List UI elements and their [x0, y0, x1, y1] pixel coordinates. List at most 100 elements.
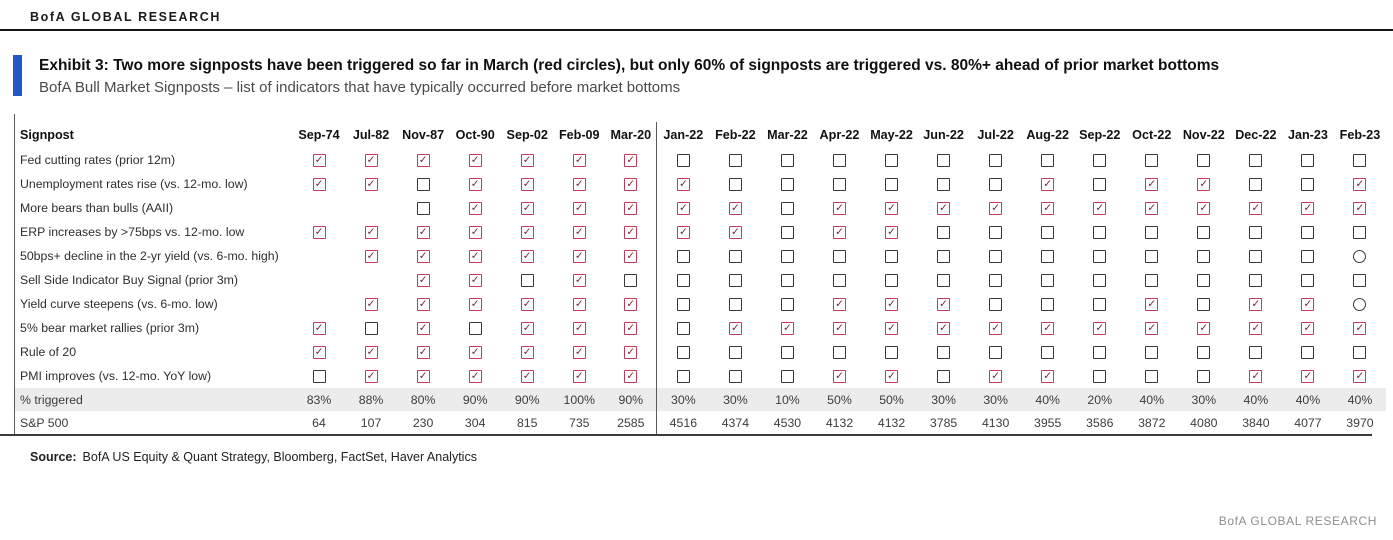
checkbox-unchecked-icon — [1334, 340, 1386, 364]
checkbox-checked-icon: ✓ — [397, 244, 449, 268]
checkbox-checked-icon: ✓ — [1022, 364, 1074, 388]
checkbox-checked-icon: ✓ — [397, 268, 449, 292]
summary-value: 90% — [605, 388, 658, 411]
checkbox-unchecked-icon — [709, 268, 761, 292]
checkbox-unchecked-icon — [709, 292, 761, 316]
checkbox-unchecked-icon — [970, 340, 1022, 364]
checkbox-unchecked-icon — [1282, 244, 1334, 268]
checkbox-checked-icon: ✓ — [605, 196, 658, 220]
checkbox-unchecked-icon — [1230, 172, 1282, 196]
summary-value: 30% — [657, 388, 710, 411]
checkbox-unchecked-icon — [866, 172, 918, 196]
checkbox-checked-icon: ✓ — [293, 172, 345, 196]
signpost-label: Sell Side Indicator Buy Signal (prior 3m… — [20, 273, 239, 287]
checkbox-checked-icon: ✓ — [293, 340, 345, 364]
checkbox-checked-icon: ✓ — [1074, 196, 1126, 220]
checkbox-unchecked-icon — [1022, 292, 1074, 316]
summary-value: 4530 — [773, 415, 802, 430]
checkbox-unchecked-icon — [657, 340, 709, 364]
summary-value: 30% — [709, 388, 762, 411]
summary-value: 735 — [568, 415, 590, 430]
checkbox-checked-icon: ✓ — [449, 148, 501, 172]
summary-value: 50% — [813, 388, 866, 411]
summary-value: 107 — [360, 415, 382, 430]
checkbox-checked-icon: ✓ — [1334, 196, 1386, 220]
signpost-label: PMI improves (vs. 12-mo. YoY low) — [20, 369, 212, 383]
checkbox-unchecked-icon — [1126, 268, 1178, 292]
summary-value: 3970 — [1346, 415, 1374, 430]
checkbox-unchecked-icon — [918, 364, 970, 388]
checkbox-unchecked-icon — [1074, 220, 1126, 244]
checkbox-checked-icon: ✓ — [293, 316, 345, 340]
checkbox-checked-icon: ✓ — [397, 292, 449, 316]
checkbox-checked-icon: ✓ — [501, 220, 553, 244]
checkbox-checked-icon: ✓ — [605, 172, 658, 196]
checkbox-unchecked-icon — [1334, 220, 1386, 244]
checkbox-checked-icon: ✓ — [345, 220, 397, 244]
checkbox-checked-icon: ✓ — [605, 244, 658, 268]
checkbox-unchecked-icon — [1282, 172, 1334, 196]
checkbox-checked-icon: ✓ — [1178, 196, 1230, 220]
checkbox-checked-icon: ✓ — [657, 196, 709, 220]
checkbox-checked-icon: ✓ — [605, 292, 658, 316]
summary-value: 40% — [1333, 388, 1386, 411]
checkbox-checked-icon: ✓ — [813, 364, 865, 388]
summary-value: 4516 — [669, 415, 698, 430]
summary-value: 30% — [1177, 388, 1230, 411]
summary-value: 4132 — [825, 415, 854, 430]
column-header: Dec-22 — [1235, 128, 1277, 142]
checkbox-unchecked-icon — [657, 148, 709, 172]
column-header: Nov-87 — [402, 128, 445, 142]
checkbox-unchecked-icon — [1022, 268, 1074, 292]
checkbox-checked-icon: ✓ — [918, 196, 970, 220]
source-label: Source: — [30, 450, 77, 464]
checkbox-unchecked-icon — [918, 244, 970, 268]
checkbox-checked-icon: ✓ — [449, 220, 501, 244]
column-header: Apr-22 — [819, 128, 860, 142]
checkbox-checked-icon: ✓ — [970, 196, 1022, 220]
column-header: Oct-22 — [1132, 128, 1172, 142]
summary-value: 40% — [1021, 388, 1074, 411]
checkbox-unchecked-icon — [1126, 244, 1178, 268]
empty-cell — [293, 196, 345, 220]
checkbox-unchecked-icon — [970, 268, 1022, 292]
checkbox-unchecked-icon — [1282, 340, 1334, 364]
summary-value: 40% — [1229, 388, 1282, 411]
column-header: Jul-22 — [977, 128, 1014, 142]
checkbox-checked-icon: ✓ — [1282, 364, 1334, 388]
exhibit-title: Exhibit 3: Two more signposts have been … — [39, 57, 1220, 74]
checkbox-checked-icon: ✓ — [1022, 316, 1074, 340]
checkbox-checked-icon: ✓ — [553, 196, 605, 220]
column-header: Jan-23 — [1287, 128, 1328, 142]
checkbox-unchecked-icon — [1334, 268, 1386, 292]
checkbox-checked-icon: ✓ — [1178, 172, 1230, 196]
checkbox-checked-icon: ✓ — [1126, 172, 1178, 196]
signpost-label: Rule of 20 — [20, 345, 77, 359]
checkbox-checked-icon: ✓ — [501, 340, 553, 364]
checkbox-checked-icon: ✓ — [605, 220, 658, 244]
checkbox-checked-icon: ✓ — [397, 340, 449, 364]
summary-value: 30% — [917, 388, 970, 411]
checkbox-unchecked-icon — [1074, 340, 1126, 364]
checkbox-unchecked-icon — [918, 340, 970, 364]
checkbox-checked-icon: ✓ — [866, 196, 918, 220]
checkbox-unchecked-icon — [761, 268, 813, 292]
checkbox-checked-icon: ✓ — [1334, 364, 1386, 388]
checkbox-unchecked-icon — [1022, 340, 1074, 364]
summary-value: 4374 — [721, 415, 750, 430]
summary-value: 20% — [1073, 388, 1126, 411]
column-header: Sep-02 — [506, 128, 548, 142]
signpost-label: 5% bear market rallies (prior 3m) — [20, 321, 200, 335]
checkbox-unchecked-icon — [970, 172, 1022, 196]
summary-value: 40% — [1281, 388, 1334, 411]
checkbox-unchecked-icon — [1178, 220, 1230, 244]
checkbox-checked-icon: ✓ — [553, 364, 605, 388]
checkbox-unchecked-icon — [709, 172, 761, 196]
checkbox-unchecked-icon — [1282, 220, 1334, 244]
checkbox-unchecked-icon — [397, 196, 449, 220]
checkbox-unchecked-icon — [866, 340, 918, 364]
checkbox-unchecked-icon — [970, 292, 1022, 316]
checkbox-unchecked-icon — [1022, 220, 1074, 244]
checkbox-unchecked-icon — [866, 148, 918, 172]
column-header: Mar-22 — [767, 128, 808, 142]
